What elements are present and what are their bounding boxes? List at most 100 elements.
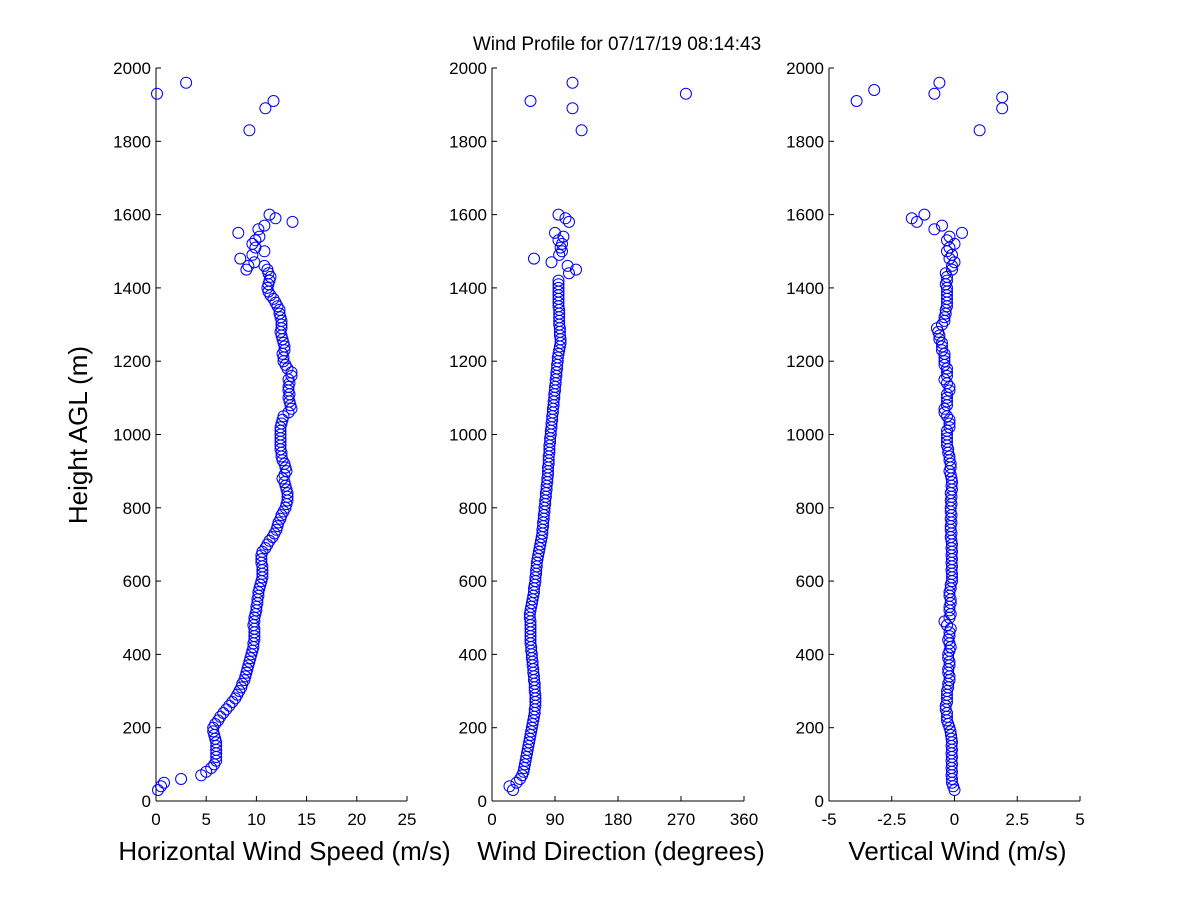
data-point bbox=[552, 208, 565, 221]
data-point bbox=[275, 417, 288, 430]
data-point bbox=[566, 76, 579, 89]
data-point bbox=[280, 483, 293, 496]
data-point bbox=[941, 274, 953, 287]
data-point bbox=[946, 476, 958, 489]
y-tick-label: 1000 bbox=[449, 426, 487, 445]
x-tick-label: 5 bbox=[201, 810, 210, 829]
data-point bbox=[285, 369, 298, 382]
data-point bbox=[933, 333, 946, 346]
data-point bbox=[561, 259, 574, 272]
data-point bbox=[261, 263, 274, 276]
data-point bbox=[267, 95, 280, 107]
y-tick-label: 2000 bbox=[786, 59, 824, 78]
y-tick-label: 800 bbox=[123, 499, 151, 518]
data-point bbox=[249, 241, 262, 254]
y-tick-label: 1000 bbox=[786, 426, 824, 445]
x-tick-label: 5 bbox=[1075, 810, 1084, 829]
data-point bbox=[559, 212, 572, 225]
y-tick-label: 600 bbox=[796, 572, 824, 591]
data-point bbox=[938, 402, 951, 415]
data-point bbox=[276, 454, 289, 467]
data-point bbox=[255, 553, 268, 566]
data-point bbox=[259, 102, 272, 115]
data-point bbox=[549, 226, 561, 239]
data-point bbox=[180, 76, 193, 89]
data-point bbox=[226, 696, 239, 708]
data-point bbox=[276, 413, 289, 426]
y-tick-label: 1000 bbox=[113, 426, 151, 445]
y-tick-label: 1600 bbox=[786, 206, 824, 225]
y-tick-label: 400 bbox=[459, 645, 487, 664]
data-point bbox=[254, 578, 267, 591]
data-point bbox=[552, 278, 565, 291]
data-point bbox=[679, 87, 692, 100]
data-point bbox=[528, 252, 540, 265]
data-point bbox=[973, 124, 986, 137]
data-point bbox=[283, 377, 296, 390]
y-tick-label: 600 bbox=[459, 572, 487, 591]
data-point bbox=[223, 699, 236, 712]
data-point bbox=[258, 219, 271, 232]
data-point bbox=[207, 725, 220, 738]
data-point bbox=[234, 252, 247, 265]
data-point bbox=[262, 278, 275, 291]
data-point bbox=[271, 520, 284, 533]
data-point bbox=[575, 124, 588, 137]
data-point bbox=[236, 677, 249, 690]
data-point bbox=[285, 366, 298, 379]
data-point bbox=[240, 666, 253, 679]
y-tick-label: 2000 bbox=[449, 59, 487, 78]
y-tick-label: 1200 bbox=[449, 352, 487, 371]
data-point bbox=[918, 208, 931, 221]
x-axis-label: Horizontal Wind Speed (m/s) bbox=[118, 836, 450, 866]
data-point bbox=[209, 732, 222, 745]
data-point bbox=[928, 223, 941, 236]
y-tick-label: 600 bbox=[123, 572, 151, 591]
data-point bbox=[941, 424, 953, 437]
y-tick-label: 1400 bbox=[449, 279, 487, 298]
data-point bbox=[282, 373, 295, 386]
data-point bbox=[151, 87, 163, 100]
data-point bbox=[276, 333, 289, 346]
data-point bbox=[285, 402, 298, 415]
y-tick-label: 800 bbox=[796, 499, 824, 518]
data-point bbox=[252, 223, 265, 236]
data-point bbox=[246, 237, 259, 250]
data-point bbox=[570, 263, 582, 276]
y-tick-label: 400 bbox=[796, 645, 824, 664]
data-point bbox=[941, 362, 953, 375]
data-series bbox=[503, 76, 692, 796]
x-tick-label: 10 bbox=[247, 810, 266, 829]
data-point bbox=[941, 395, 953, 408]
data-point bbox=[545, 256, 558, 269]
data-point bbox=[273, 307, 286, 320]
x-tick-label: 270 bbox=[667, 810, 695, 829]
y-tick-label: 1400 bbox=[786, 279, 824, 298]
data-point bbox=[928, 87, 941, 100]
data-point bbox=[905, 212, 918, 225]
data-point bbox=[850, 95, 863, 107]
data-point bbox=[256, 545, 269, 558]
data-point bbox=[943, 384, 956, 397]
data-point bbox=[936, 219, 948, 232]
x-tick-label: 0 bbox=[151, 810, 160, 829]
data-point bbox=[239, 670, 252, 683]
data-point bbox=[244, 652, 257, 665]
data-point bbox=[938, 351, 951, 364]
x-tick-label: 0 bbox=[487, 810, 496, 829]
data-point bbox=[232, 226, 245, 239]
data-point bbox=[941, 619, 953, 632]
data-point bbox=[263, 208, 276, 221]
y-tick-label: 1600 bbox=[449, 206, 487, 225]
data-point bbox=[261, 281, 274, 294]
data-point bbox=[238, 674, 251, 687]
x-tick-label: 0 bbox=[950, 810, 959, 829]
data-point bbox=[946, 263, 958, 276]
data-point bbox=[945, 729, 957, 741]
y-tick-label: 2000 bbox=[113, 59, 151, 78]
data-point bbox=[936, 318, 948, 331]
data-point bbox=[524, 95, 537, 107]
x-tick-label: 25 bbox=[398, 810, 417, 829]
x-tick-label: -5 bbox=[821, 810, 836, 829]
data-point bbox=[241, 663, 254, 676]
